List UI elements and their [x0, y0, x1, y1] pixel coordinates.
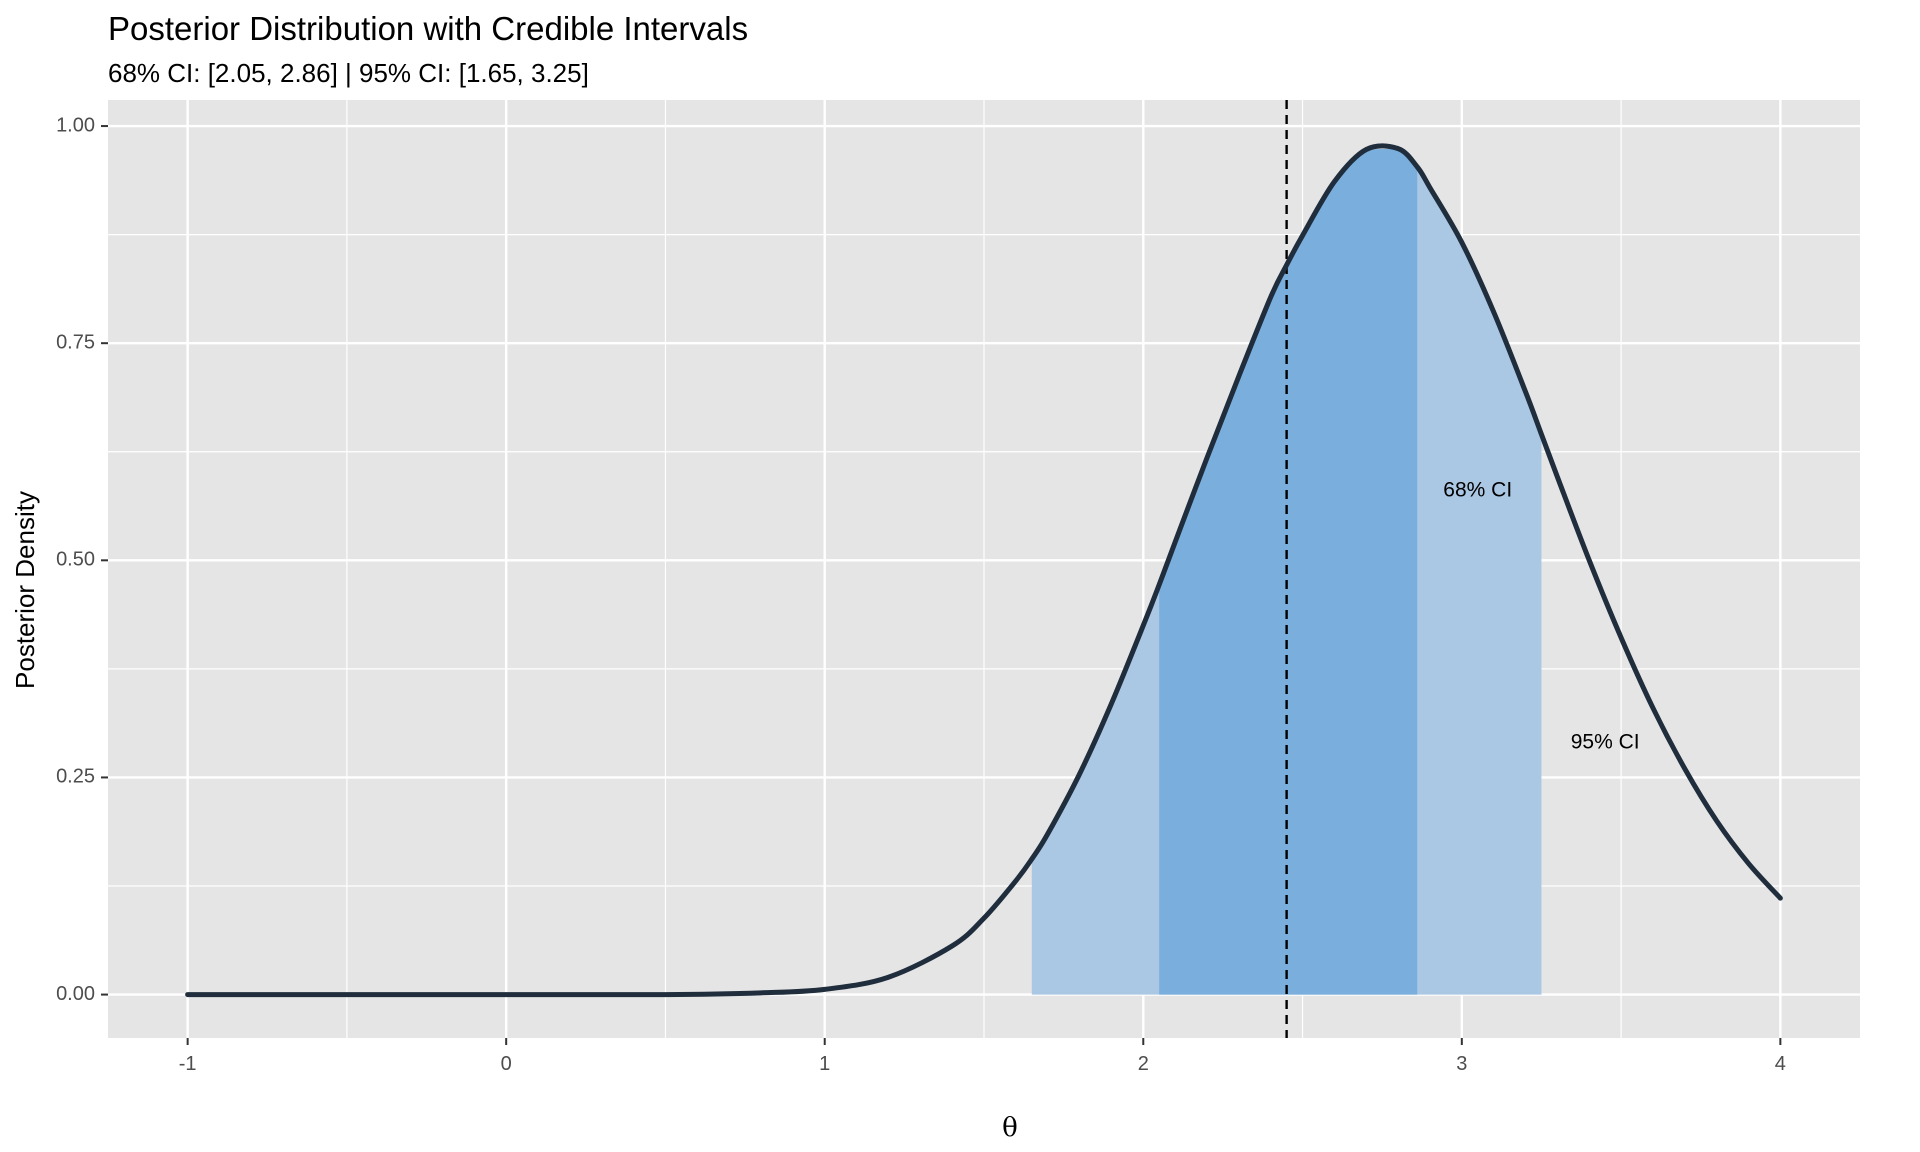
chart-title: Posterior Distribution with Credible Int… [108, 10, 748, 47]
y-axis-title: Posterior Density [10, 491, 40, 689]
y-tick-label: 1.00 [56, 114, 95, 136]
x-axis-title: θ [1002, 1113, 1018, 1143]
annotation-68-ci: 68% CI [1443, 478, 1512, 501]
annotations: 68% CI 95% CI [1443, 478, 1639, 753]
posterior-density-curve [185, 143, 1783, 998]
chart-subtitle: 68% CI: [2.05, 2.86] | 95% CI: [1.65, 3.… [108, 58, 589, 88]
y-tick-label: 0.00 [56, 983, 95, 1005]
x-tick-label: -1 [179, 1053, 197, 1075]
x-tick-label: 1 [819, 1053, 830, 1075]
y-axis: 0.00 0.25 0.50 0.75 1.00 [56, 114, 108, 1005]
ci-fill-68 [1159, 148, 1418, 995]
x-tick-label: 3 [1456, 1053, 1467, 1075]
y-tick-label: 0.25 [56, 766, 95, 788]
x-tick-label: 0 [501, 1053, 512, 1075]
x-tick-label: 4 [1775, 1053, 1786, 1075]
minor-gridlines [108, 100, 1860, 1038]
x-tick-label: 2 [1138, 1053, 1149, 1075]
y-tick-label: 0.75 [56, 331, 95, 353]
x-axis: -1 0 1 2 3 4 [179, 1038, 1786, 1075]
annotation-95-ci: 95% CI [1571, 730, 1640, 753]
y-tick-label: 0.50 [56, 549, 95, 571]
